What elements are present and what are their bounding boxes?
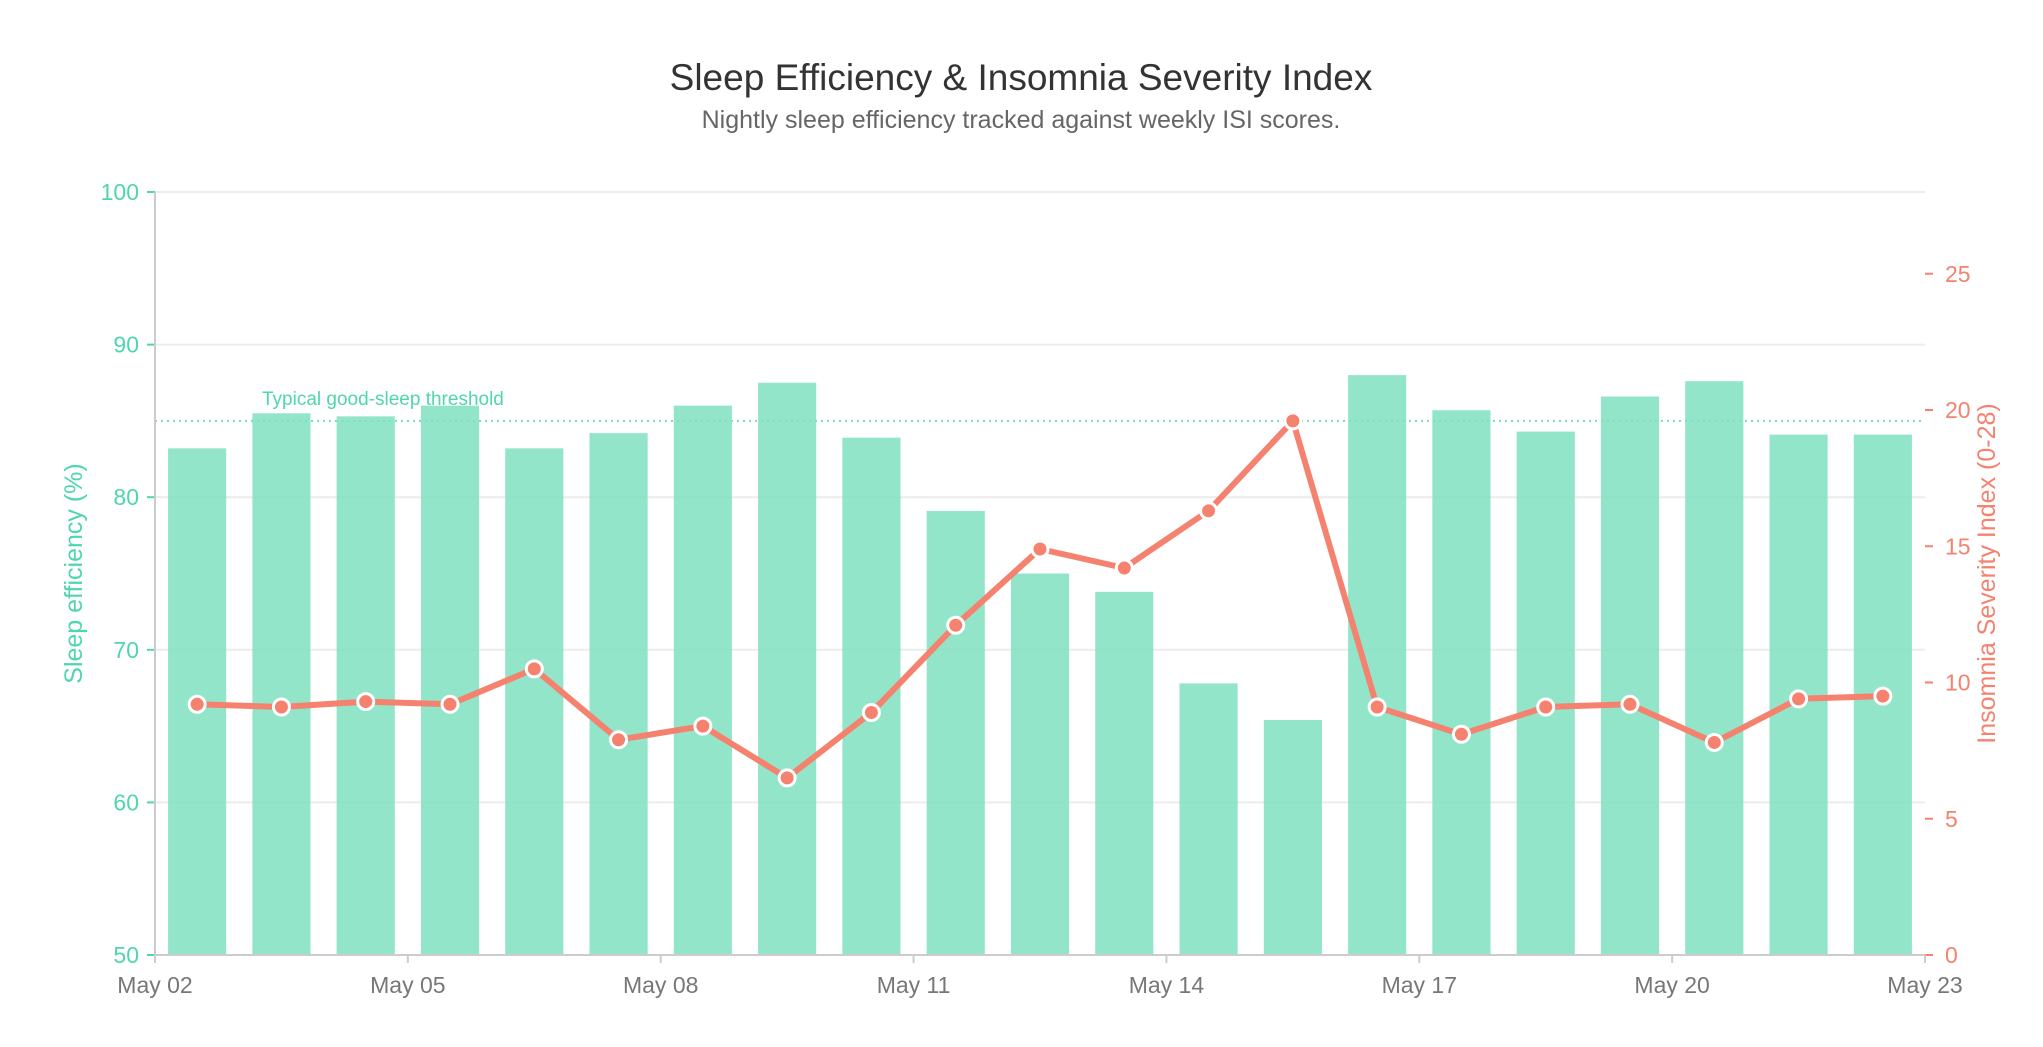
isi-point bbox=[1451, 724, 1471, 744]
efficiency-bar bbox=[252, 413, 311, 955]
threshold-label: Typical good-sleep threshold bbox=[262, 389, 504, 410]
efficiency-bar bbox=[1600, 396, 1660, 955]
isi-point bbox=[1283, 411, 1303, 431]
y-right-tick-label: 25 bbox=[1945, 261, 1971, 287]
efficiency-bars bbox=[168, 375, 1912, 955]
isi-point bbox=[187, 694, 207, 714]
isi-point bbox=[271, 697, 291, 717]
reference-line-group: Typical good-sleep threshold bbox=[155, 389, 1925, 422]
y-left-tick-label: 70 bbox=[113, 637, 139, 663]
efficiency-bar bbox=[758, 382, 817, 955]
efficiency-bar bbox=[1179, 683, 1238, 955]
isi-point bbox=[609, 730, 629, 750]
efficiency-bar bbox=[420, 405, 480, 955]
x-tick-label: May 05 bbox=[370, 972, 445, 998]
y-left-tick-label: 50 bbox=[113, 942, 139, 968]
y-right-tick-label: 5 bbox=[1945, 806, 1958, 832]
isi-point bbox=[1873, 686, 1893, 706]
x-tick-label: May 17 bbox=[1382, 972, 1457, 998]
efficiency-bar bbox=[589, 433, 648, 955]
isi-line-group bbox=[187, 411, 1893, 788]
y-left-tick-label: 60 bbox=[113, 789, 139, 815]
x-tick-label: May 23 bbox=[1887, 972, 1962, 998]
x-tick-label: May 02 bbox=[117, 972, 192, 998]
efficiency-bar bbox=[1010, 573, 1070, 955]
efficiency-bar bbox=[1348, 375, 1407, 955]
isi-point bbox=[693, 716, 713, 736]
isi-point bbox=[946, 615, 966, 635]
y-left-tick-label: 90 bbox=[113, 332, 139, 358]
y-left-tick-label: 100 bbox=[101, 179, 139, 205]
isi-point bbox=[1789, 689, 1809, 709]
efficiency-bar bbox=[926, 510, 985, 955]
isi-point bbox=[1030, 539, 1050, 559]
isi-point bbox=[861, 702, 881, 722]
efficiency-bar bbox=[1263, 719, 1322, 955]
efficiency-bar bbox=[1095, 591, 1154, 955]
y-right-tick-label: 20 bbox=[1945, 397, 1971, 423]
y-right-tick-label: 0 bbox=[1945, 942, 1958, 968]
x-tick-label: May 11 bbox=[877, 972, 951, 998]
efficiency-bar bbox=[1516, 431, 1575, 955]
y-right-tick-label: 10 bbox=[1945, 670, 1971, 696]
isi-point bbox=[524, 659, 544, 679]
x-tick-label: May 08 bbox=[623, 972, 698, 998]
isi-point bbox=[440, 694, 460, 714]
axes: 50 60 70 80 90 100 0 5 10 15 20 25 May 02 May 05 May 0… bbox=[101, 179, 1971, 998]
chart-subtitle: Nightly sleep efficiency tracked against… bbox=[702, 106, 1341, 134]
y-right-tick-label: 15 bbox=[1945, 533, 1971, 559]
chart-title: Sleep Efficiency & Insomnia Severity Ind… bbox=[670, 57, 1373, 98]
isi-point bbox=[1114, 558, 1134, 578]
isi-point bbox=[1367, 697, 1387, 717]
efficiency-bar bbox=[673, 405, 732, 955]
y-left-tick-label: 80 bbox=[113, 484, 139, 510]
isi-point bbox=[1704, 732, 1724, 752]
isi-point bbox=[1199, 501, 1219, 521]
isi-point bbox=[356, 692, 376, 712]
y-axis-right-label: Insomnia Severity Index (0-28) bbox=[1973, 403, 2001, 743]
efficiency-bar bbox=[842, 437, 901, 955]
efficiency-bar bbox=[336, 416, 395, 955]
efficiency-bar bbox=[505, 448, 564, 955]
efficiency-bar bbox=[1432, 410, 1491, 955]
isi-point bbox=[1536, 697, 1556, 717]
x-tick-label: May 20 bbox=[1634, 972, 1709, 998]
isi-point bbox=[777, 768, 797, 788]
isi-point bbox=[1620, 694, 1640, 714]
efficiency-bar bbox=[1685, 381, 1744, 955]
y-axis-left-label: Sleep efficiency (%) bbox=[60, 463, 88, 683]
x-tick-label: May 14 bbox=[1129, 972, 1205, 998]
